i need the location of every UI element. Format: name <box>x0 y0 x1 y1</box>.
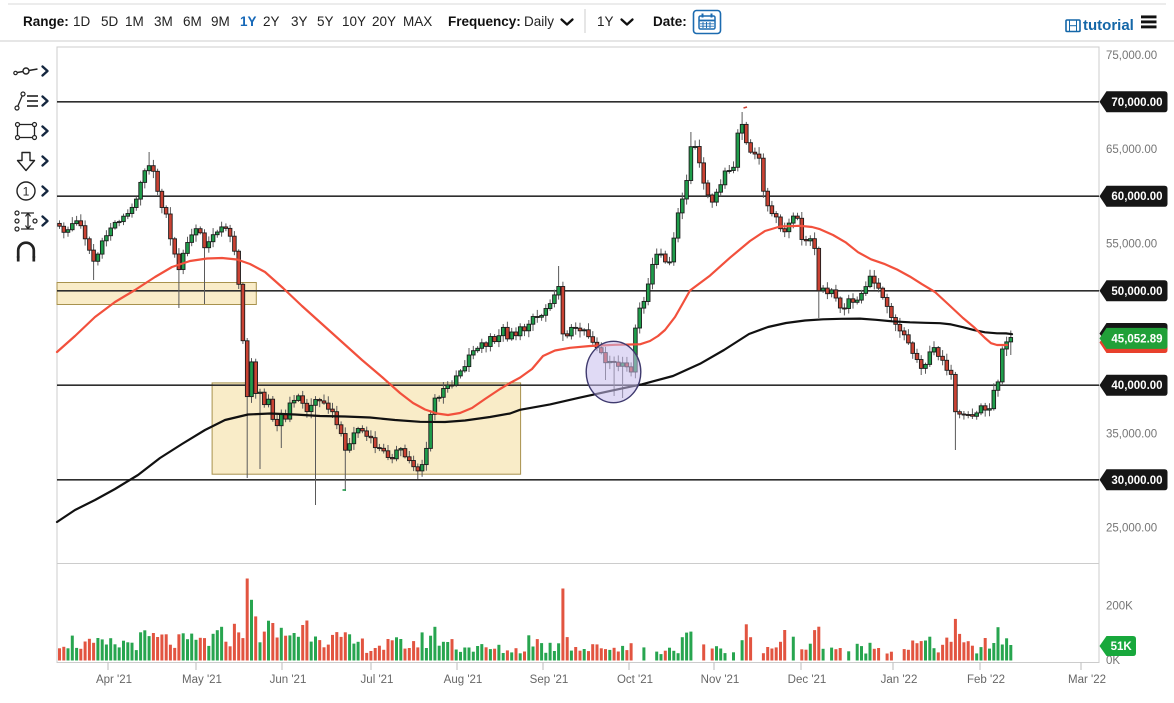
svg-text:10Y: 10Y <box>342 14 366 29</box>
svg-text:25,000.00: 25,000.00 <box>1106 523 1157 535</box>
svg-text:Feb '22: Feb '22 <box>967 674 1005 686</box>
svg-text:51K: 51K <box>1111 641 1133 653</box>
svg-text:1M: 1M <box>125 14 144 29</box>
svg-text:1D: 1D <box>73 14 91 29</box>
svg-text:Jan '22: Jan '22 <box>881 674 918 686</box>
svg-text:Daily: Daily <box>524 14 554 29</box>
svg-text:45,052.89: 45,052.89 <box>1111 333 1162 345</box>
svg-text:tutorial: tutorial <box>1083 17 1134 34</box>
svg-text:Dec '21: Dec '21 <box>788 674 827 686</box>
svg-text:6M: 6M <box>183 14 202 29</box>
svg-text:9M: 9M <box>211 14 230 29</box>
svg-text:Nov '21: Nov '21 <box>701 674 740 686</box>
svg-text:65,000.00: 65,000.00 <box>1106 144 1157 156</box>
svg-text:5Y: 5Y <box>317 14 334 29</box>
svg-text:0K: 0K <box>1106 655 1120 667</box>
svg-text:Aug '21: Aug '21 <box>444 674 483 686</box>
svg-text:Jun '21: Jun '21 <box>270 674 307 686</box>
svg-text:Range:: Range: <box>23 14 69 29</box>
svg-text:3Y: 3Y <box>291 14 308 29</box>
svg-text:Mar '22: Mar '22 <box>1068 674 1106 686</box>
svg-text:1Y: 1Y <box>240 14 257 29</box>
svg-text:1Y: 1Y <box>597 14 614 29</box>
svg-text:40,000.00: 40,000.00 <box>1111 380 1162 392</box>
svg-text:Frequency:: Frequency: <box>448 14 521 29</box>
svg-text:50,000.00: 50,000.00 <box>1111 286 1162 298</box>
svg-text:55,000.00: 55,000.00 <box>1106 238 1157 250</box>
svg-text:3M: 3M <box>154 14 173 29</box>
svg-text:70,000.00: 70,000.00 <box>1111 97 1162 109</box>
svg-text:60,000.00: 60,000.00 <box>1111 191 1162 203</box>
svg-text:Sep '21: Sep '21 <box>530 674 569 686</box>
svg-text:2Y: 2Y <box>263 14 280 29</box>
svg-text:5D: 5D <box>101 14 119 29</box>
svg-text:Jul '21: Jul '21 <box>361 674 394 686</box>
svg-text:20Y: 20Y <box>372 14 396 29</box>
svg-text:Date:: Date: <box>653 14 687 29</box>
svg-text:30,000.00: 30,000.00 <box>1111 475 1162 487</box>
svg-text:Oct '21: Oct '21 <box>617 674 653 686</box>
svg-text:MAX: MAX <box>403 14 432 29</box>
svg-text:1: 1 <box>23 185 30 199</box>
svg-text:May '21: May '21 <box>182 674 222 686</box>
svg-text:75,000.00: 75,000.00 <box>1106 50 1157 62</box>
svg-text:200K: 200K <box>1106 600 1133 612</box>
svg-text:35,000.00: 35,000.00 <box>1106 428 1157 440</box>
svg-text:Apr '21: Apr '21 <box>96 674 132 686</box>
